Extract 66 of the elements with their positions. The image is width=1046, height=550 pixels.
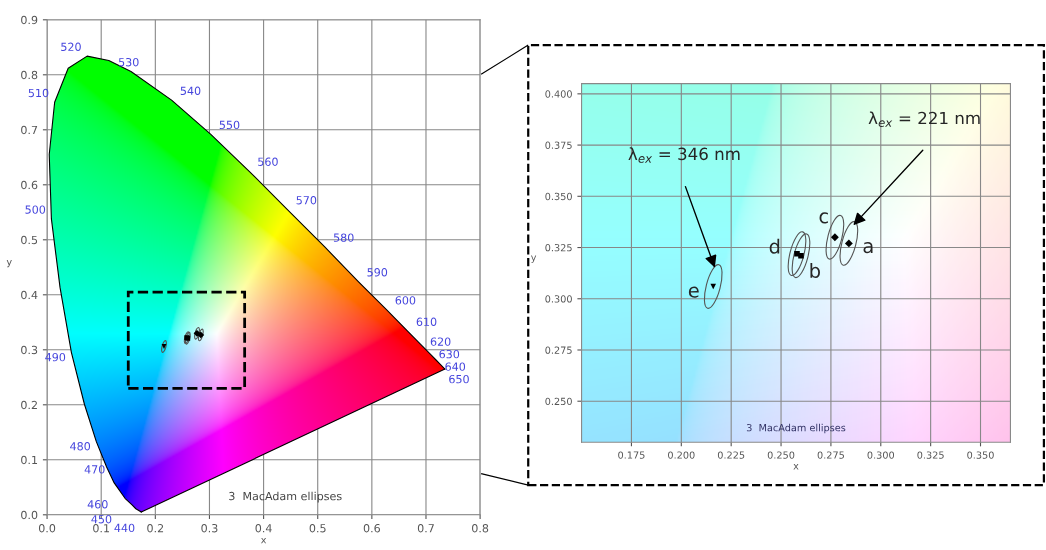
annotation: 470	[84, 465, 105, 474]
x-tick-label: 0.5	[309, 524, 326, 533]
annotation: 440	[114, 523, 135, 533]
y-tick-label: 0.400	[545, 90, 572, 98]
annotation: 570	[296, 196, 317, 205]
annotation: 530	[118, 57, 139, 67]
annotation: 620	[430, 337, 451, 346]
annotation: 650	[449, 374, 469, 384]
y-tick-label: 0.4	[21, 290, 38, 300]
y-tick-label: 0.3	[21, 345, 38, 355]
y-axis-title: y	[531, 255, 537, 263]
annotation: 540	[180, 86, 201, 95]
annotation: 550	[219, 120, 240, 130]
annotation: λ$_{ex}$ = 221 nm	[868, 111, 980, 127]
y-tick-label: 0.0	[21, 510, 38, 520]
x-tick-label: 0.325	[917, 451, 944, 459]
annotation: λ$_{ex}$ = 346 nm	[628, 147, 740, 163]
annotation: 600	[395, 296, 416, 305]
annotation: 640	[445, 362, 466, 371]
x-axis-title: x	[793, 464, 799, 470]
x-tick-label: 0.1	[93, 524, 110, 533]
y-tick-label: 0.8	[21, 70, 38, 80]
x-tick-label: 0.300	[867, 451, 895, 459]
x-tick-label: 0.200	[668, 451, 695, 459]
annotation: 590	[367, 268, 388, 277]
x-tick-label: 0.7	[417, 524, 434, 533]
y-tick-label: 0.9	[21, 15, 38, 25]
x-tick-label: 0.350	[967, 451, 994, 459]
x-tick-label: 0.225	[717, 451, 745, 459]
y-tick-label: 0.250	[545, 397, 572, 406]
x-tick-label: 0.2	[147, 524, 164, 533]
x-tick-label: 0.275	[817, 451, 844, 459]
annotation: 610	[416, 317, 437, 326]
annotation: b	[810, 262, 820, 279]
annotation: a	[863, 242, 873, 254]
annotation: 500	[25, 205, 46, 214]
y-tick-label: 0.2	[21, 400, 37, 410]
annotation: 450	[91, 515, 112, 524]
y-tick-label: 0.375	[545, 141, 572, 149]
annotation: 460	[87, 500, 108, 509]
annotation: c	[819, 212, 828, 224]
annotation: 580	[333, 233, 354, 242]
annotation: e	[688, 286, 699, 298]
x-tick-label: 0.4	[255, 524, 272, 533]
x-tick-label: 0.6	[363, 524, 380, 533]
annotation: 490	[45, 352, 66, 362]
y-tick-label: 0.325	[545, 244, 572, 252]
y-tick-label: 0.275	[545, 346, 572, 354]
annotation: 480	[70, 442, 91, 451]
y-axis-title: y	[6, 259, 12, 268]
x-tick-label: 0.8	[472, 524, 489, 533]
y-tick-label: 0.7	[21, 125, 38, 135]
y-tick-label: 0.350	[545, 192, 572, 201]
y-tick-label: 0.300	[545, 295, 572, 303]
x-axis-title: x	[260, 538, 267, 544]
x-tick-label: 0.175	[618, 451, 645, 459]
x-tick-label: 0.0	[38, 524, 56, 533]
annotation: 630	[439, 349, 460, 359]
annotation: 3 MacAdam ellipses	[746, 423, 846, 434]
x-tick-label: 0.250	[767, 451, 795, 459]
y-tick-label: 0.5	[21, 235, 38, 245]
annotation: 520	[61, 42, 81, 51]
y-tick-label: 0.6	[21, 180, 38, 190]
annotation: d	[769, 238, 780, 254]
x-tick-label: 0.3	[201, 524, 218, 533]
annotation: 510	[28, 88, 49, 98]
